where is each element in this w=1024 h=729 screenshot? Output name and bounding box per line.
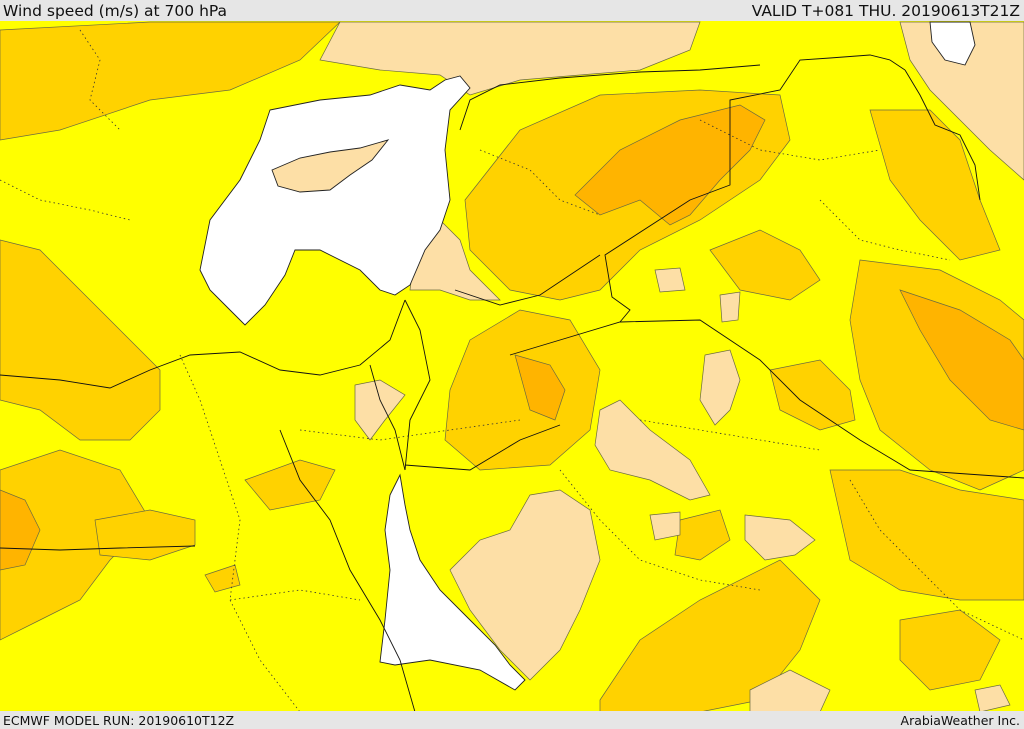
credit-label: ArabiaWeather Inc. <box>900 712 1020 728</box>
province-boundaries <box>0 29 1024 712</box>
contour-peach <box>319 21 1024 712</box>
eastern-mediterranean <box>199 75 471 326</box>
valid-time: VALID T+081 THU. 20190613T21Z <box>751 2 1020 20</box>
map-title: Wind speed (m/s) at 700 hPa <box>3 2 228 20</box>
gulf-of-aqaba-red-sea <box>379 473 526 691</box>
cyprus-island <box>271 139 390 193</box>
model-run-label: ECMWF MODEL RUN: 20190610T12Z <box>3 712 235 728</box>
map-footer: ECMWF MODEL RUN: 20190610T12Z ArabiaWeat… <box>0 711 1024 729</box>
wind-speed-map <box>0 21 1024 712</box>
map-header: Wind speed (m/s) at 700 hPa VALID T+081 … <box>0 0 1024 22</box>
caspian-corner <box>929 21 976 66</box>
masked-sea <box>199 21 976 691</box>
contour-orange <box>0 104 1024 571</box>
country-borders <box>0 54 1024 712</box>
